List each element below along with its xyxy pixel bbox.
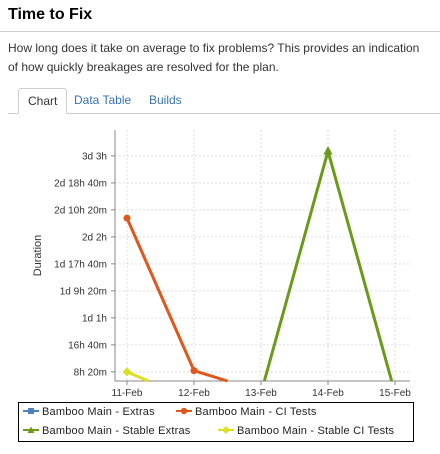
- data-point-bamboo-main-ci-tests: [123, 214, 131, 222]
- tab-chart[interactable]: Chart: [18, 88, 68, 114]
- x-axis-ticks: 11-Feb 12-Feb 13-Feb 14-Feb 15-Feb: [112, 381, 411, 399]
- time-to-fix-chart: 8h 20m 16h 40m 1d 1h 1d 9h 20m 1d 17h 40m 2d …: [32, 130, 411, 399]
- legend-label: Bamboo Main - Extras: [42, 406, 155, 418]
- page-title: Time to Fix: [8, 6, 93, 23]
- tab-bar: Chart Data Table Builds: [8, 88, 440, 114]
- data-point-bamboo-main-ci-tests: [190, 367, 198, 375]
- data-point-bamboo-main-stable-ci-tests: [122, 367, 132, 377]
- legend-item-stable-extras[interactable]: Bamboo Main - Stable Extras: [23, 425, 190, 437]
- tabs-divider: [8, 113, 440, 114]
- y-tick-label: 1d 1h: [82, 313, 107, 324]
- y-axis-title: Duration: [32, 235, 44, 277]
- grid-lines: [115, 130, 410, 381]
- legend-marker-circle-icon: [176, 407, 192, 415]
- legend-marker-square-icon: [23, 408, 39, 414]
- legend-item-extras[interactable]: Bamboo Main - Extras: [23, 406, 155, 418]
- y-tick-label: 2d 18h 40m: [54, 178, 107, 189]
- series-line-bamboo-main-ci-tests: [125, 217, 228, 383]
- x-tick-label: 15-Feb: [379, 388, 411, 399]
- legend-item-ci-tests[interactable]: Bamboo Main - CI Tests: [176, 406, 317, 418]
- y-tick-label: 2d 10h 20m: [54, 205, 107, 216]
- legend-label: Bamboo Main - Stable CI Tests: [237, 425, 395, 437]
- x-tick-label: 13-Feb: [245, 388, 277, 399]
- data-point-bamboo-main-stable-extras: [323, 146, 333, 155]
- y-tick-label: 3d 3h: [82, 151, 107, 162]
- legend-item-stable-ci-tests[interactable]: Bamboo Main - Stable CI Tests: [218, 425, 394, 437]
- series-line-bamboo-main-stable-ci-tests: [126, 370, 150, 383]
- y-axis-ticks: 8h 20m 16h 40m 1d 1h 1d 9h 20m 1d 17h 40m 2d …: [54, 151, 115, 378]
- x-tick-label: 11-Feb: [112, 388, 143, 399]
- chart-legend: Bamboo Main - Extras Bamboo Main - CI Te…: [18, 402, 414, 442]
- y-tick-label: 1d 9h 20m: [60, 286, 107, 297]
- legend-label: Bamboo Main - Stable Extras: [42, 425, 191, 437]
- x-tick-label: 14-Feb: [312, 388, 344, 399]
- y-tick-label: 1d 17h 40m: [54, 259, 107, 270]
- y-tick-label: 2d 2h: [82, 232, 107, 243]
- legend-label: Bamboo Main - CI Tests: [195, 406, 317, 418]
- tab-builds[interactable]: Builds: [149, 93, 182, 107]
- legend-marker-diamond-icon: [218, 426, 234, 434]
- tab-data-table[interactable]: Data Table: [74, 93, 132, 107]
- y-tick-label: 8h 20m: [74, 367, 107, 378]
- legend-marker-triangle-icon: [23, 426, 39, 433]
- series-lines: [122, 146, 394, 383]
- x-tick-label: 12-Feb: [178, 388, 210, 399]
- y-tick-label: 16h 40m: [68, 340, 107, 351]
- page-description: How long does it take on average to fix …: [8, 41, 420, 74]
- title-divider: [0, 31, 440, 32]
